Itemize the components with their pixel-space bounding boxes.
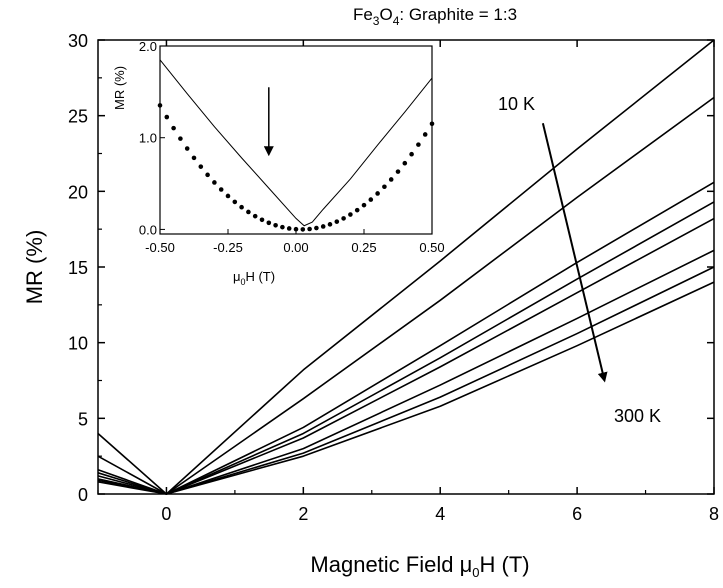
y-tick-label: 30 [68, 31, 88, 51]
inset-dot [273, 222, 278, 228]
inset-dot [171, 125, 176, 131]
series-line-7 [97, 266, 715, 495]
inset-dot [300, 227, 306, 232]
inset-x-ticks: -0.50 -0.25 0.00 0.25 0.50 [145, 229, 445, 255]
inset-dot [429, 121, 435, 127]
inset-plot: -0.50 -0.25 0.00 0.25 0.50 0.01.02.0 MR (%) … [112, 39, 445, 287]
inset-y-tick-label: 1.0 [139, 131, 157, 146]
y-tick-label: 0 [78, 485, 88, 505]
inset-dot [178, 136, 183, 141]
inset-dot [212, 180, 217, 185]
y-axis-ticks: 0 5 10 15 20 25 30 [68, 31, 714, 505]
y-tick-label: 5 [78, 409, 88, 429]
label-300k: 300 K [614, 406, 661, 426]
inset-dot [205, 172, 210, 178]
x-axis-label: Magnetic Field μ0H (T) [310, 552, 529, 580]
inset-dot [348, 212, 353, 217]
inset-dot [164, 114, 170, 120]
y-tick-label: 25 [68, 107, 88, 127]
inset-dot [225, 193, 231, 199]
inset-dot [307, 226, 312, 232]
chart-title: Fe3O4: Graphite = 1:3 [353, 5, 517, 28]
inset-dot [409, 151, 414, 157]
series-line-8 [97, 281, 715, 495]
inset-dot [198, 164, 204, 169]
inset-dot [157, 103, 163, 108]
main-plot: 0 2 4 6 8 0 5 10 15 20 25 30 [68, 31, 719, 524]
series-line-4 [97, 201, 715, 495]
inset-y-ticks: 0.0 1.0 2.0 [139, 39, 165, 237]
inset-dot [266, 220, 272, 226]
inset-dot [184, 146, 190, 151]
inset-x-tick-label: -0.25 [213, 240, 243, 255]
inset-dot [232, 199, 238, 205]
x-tick-label: 8 [709, 504, 719, 524]
y-tick-label: 15 [68, 258, 88, 278]
series-line-5 [97, 217, 715, 495]
inset-dot [280, 224, 285, 230]
series-line-1 [97, 39, 715, 495]
inset-dot [422, 132, 428, 137]
inset-dot [416, 142, 421, 147]
series-line-6 [97, 249, 715, 495]
x-tick-label: 0 [161, 504, 171, 524]
series-line-2 [97, 96, 715, 495]
inset-dot [286, 226, 292, 231]
inset-dot [320, 224, 326, 229]
inset-y-axis-label: MR (%) [112, 66, 127, 110]
y-tick-label: 20 [68, 182, 88, 202]
inset-x-tick-label: 0.25 [351, 240, 376, 255]
inset-dot [395, 169, 401, 174]
label-10k: 10 K [498, 94, 535, 114]
inset-dot [388, 177, 394, 182]
inset-dot [354, 207, 360, 213]
inset-background [160, 46, 432, 234]
inset-dot [218, 187, 224, 192]
inset-x-axis-label: μ0H (T) [233, 269, 275, 287]
inset-dot [239, 204, 244, 210]
inset-y-tick-label: 2.0 [139, 39, 157, 54]
inset-x-tick-label: -0.50 [145, 240, 175, 255]
inset-dot [375, 191, 380, 196]
inset-dot [259, 217, 265, 223]
y-axis-label: MR (%) [22, 230, 47, 305]
inset-dot [361, 202, 367, 208]
inset-x-tick-label: 0.00 [283, 240, 308, 255]
x-tick-label: 2 [298, 504, 308, 524]
inset-dot [334, 219, 340, 224]
inset-dot-series [157, 103, 435, 232]
inset-dot [402, 160, 408, 166]
x-tick-label: 4 [435, 504, 445, 524]
y-tick-label: 10 [68, 334, 88, 354]
inset-dot [246, 209, 251, 215]
inset-line-series [159, 59, 433, 227]
inset-dot [252, 213, 258, 219]
x-tick-label: 6 [572, 504, 582, 524]
inset-x-tick-label: 0.50 [419, 240, 444, 255]
series-lines [97, 39, 715, 495]
inset-dot [341, 216, 346, 221]
temperature-arrow [541, 123, 608, 383]
inset-dot [382, 184, 387, 190]
inset-dot [191, 155, 197, 161]
inset-y-tick-label: 0.0 [139, 222, 157, 237]
inset-dot [327, 222, 333, 227]
inset-dot [314, 225, 319, 231]
inset-dot [368, 197, 374, 202]
